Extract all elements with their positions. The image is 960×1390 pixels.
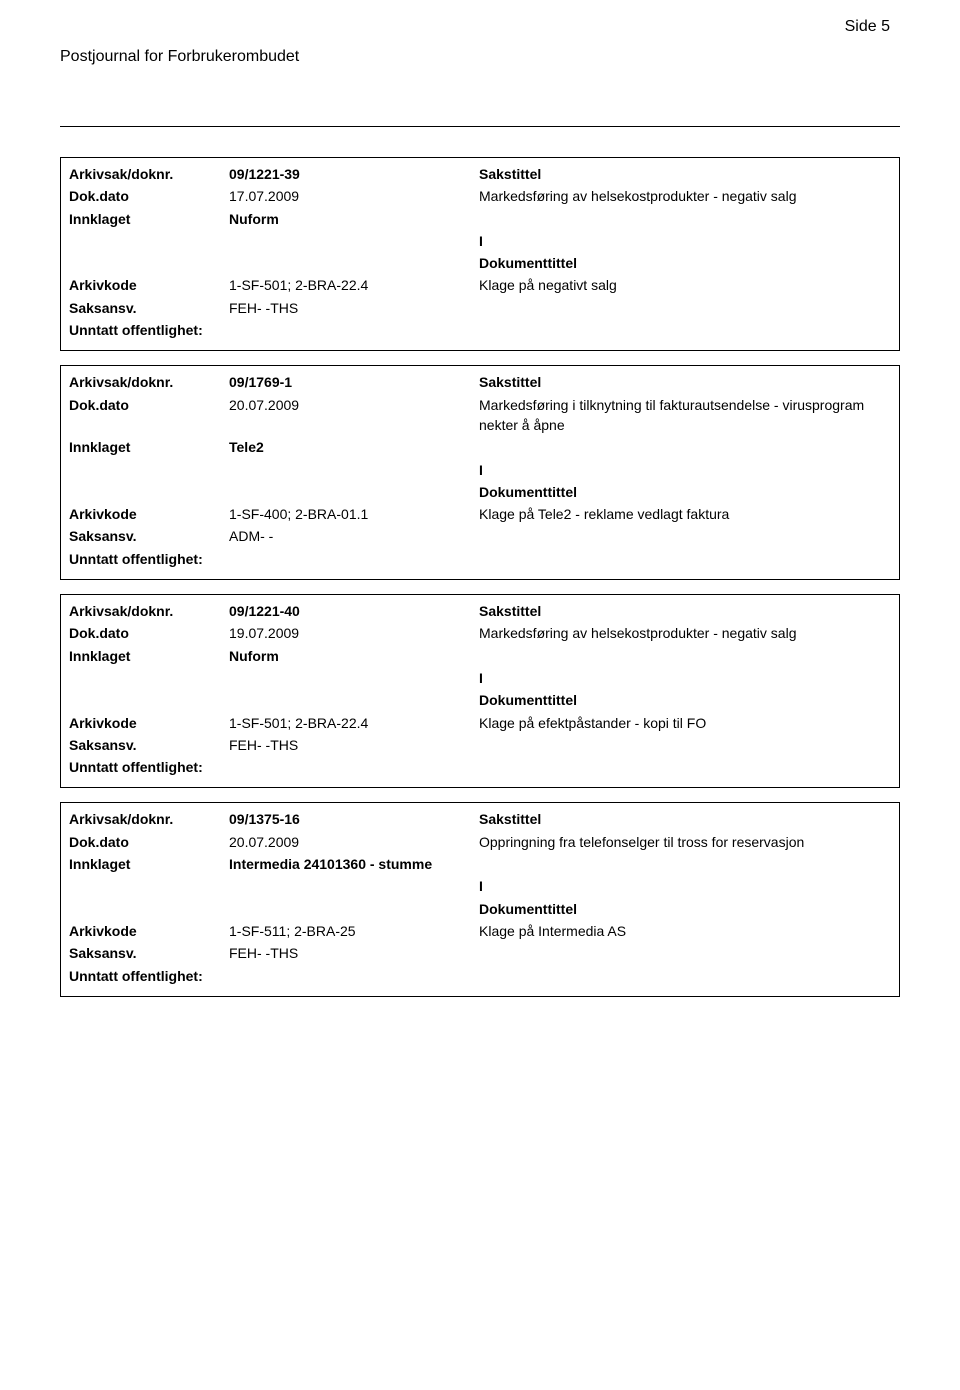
saksansv-value: FEH- -THS	[229, 298, 479, 318]
page-number: Side 5	[845, 18, 890, 36]
dokdato-label: Dok.dato	[69, 623, 229, 643]
arkivkode-value: 1-SF-400; 2-BRA-01.1	[229, 504, 479, 524]
dokumenttittel-value: Klage på Tele2 - reklame vedlagt faktura	[479, 504, 891, 524]
innklaget-value: Nuform	[229, 209, 479, 229]
page-container: Side 5 Postjournal for Forbrukerombudet …	[0, 0, 960, 1051]
entries-list: Arkivsak/doknr.09/1221-39SakstittelDok.d…	[60, 157, 900, 997]
dokumenttittel-label: Dokumenttittel	[479, 253, 891, 273]
dokdato-value: 20.07.2009	[229, 395, 479, 415]
arkivkode-label: Arkivkode	[69, 713, 229, 733]
sakstittel-value: Markedsføring i tilknytning til fakturau…	[479, 395, 891, 436]
saksansv-label: Saksansv.	[69, 735, 229, 755]
io-value: I	[479, 460, 891, 480]
dokumenttittel-value: Klage på efektpåstander - kopi til FO	[479, 713, 891, 733]
innklaget-label: Innklaget	[69, 437, 229, 457]
dokdato-label: Dok.dato	[69, 832, 229, 852]
saksansv-value: FEH- -THS	[229, 735, 479, 755]
saksansv-value: ADM- -	[229, 526, 479, 546]
sakstittel-label: Sakstittel	[479, 164, 891, 184]
sakstittel-label: Sakstittel	[479, 372, 891, 392]
unntatt-label: Unntatt offentlighet:	[69, 966, 203, 986]
unntatt-label: Unntatt offentlighet:	[69, 757, 203, 777]
saksansv-label: Saksansv.	[69, 298, 229, 318]
saksansv-label: Saksansv.	[69, 526, 229, 546]
unntatt-label: Unntatt offentlighet:	[69, 320, 203, 340]
arkivkode-value: 1-SF-501; 2-BRA-22.4	[229, 275, 479, 295]
arkivsak-value: 09/1769-1	[229, 372, 479, 392]
dokumenttittel-label: Dokumenttittel	[479, 690, 891, 710]
journal-entry: Arkivsak/doknr.09/1221-39Sakstittel Dok.d…	[60, 157, 900, 351]
arkivkode-label: Arkivkode	[69, 921, 229, 941]
sakstittel-label: Sakstittel	[479, 809, 891, 829]
journal-entry: Arkivsak/doknr.09/1221-40Sakstittel Dok.d…	[60, 594, 900, 788]
arkivkode-value: 1-SF-501; 2-BRA-22.4	[229, 713, 479, 733]
unntatt-label: Unntatt offentlighet:	[69, 549, 203, 569]
io-value: I	[479, 231, 891, 251]
dokumenttittel-value: Klage på Intermedia AS	[479, 921, 891, 941]
arkivkode-label: Arkivkode	[69, 504, 229, 524]
sakstittel-value: Markedsføring av helsekostprodukter - ne…	[479, 186, 891, 206]
sakstittel-label: Sakstittel	[479, 601, 891, 621]
innklaget-value: Intermedia 24101360 - stumme	[229, 854, 479, 874]
innklaget-label: Innklaget	[69, 646, 229, 666]
dokumenttittel-label: Dokumenttittel	[479, 899, 891, 919]
journal-title: Postjournal for Forbrukerombudet	[60, 48, 900, 66]
innklaget-value: Nuform	[229, 646, 479, 666]
arkivkode-label: Arkivkode	[69, 275, 229, 295]
dokumenttittel-label: Dokumenttittel	[479, 482, 891, 502]
dokdato-value: 20.07.2009	[229, 832, 479, 852]
dokdato-value: 17.07.2009	[229, 186, 479, 206]
saksansv-value: FEH- -THS	[229, 943, 479, 963]
sakstittel-value: Oppringning fra telefonselger til tross …	[479, 832, 891, 852]
title-rule	[60, 126, 900, 127]
innklaget-label: Innklaget	[69, 209, 229, 229]
sakstittel-value: Markedsføring av helsekostprodukter - ne…	[479, 623, 891, 643]
io-value: I	[479, 668, 891, 688]
arkivsak-label: Arkivsak/doknr.	[69, 372, 229, 392]
arkivsak-value: 09/1221-40	[229, 601, 479, 621]
innklaget-value: Tele2	[229, 437, 479, 457]
dokumenttittel-value: Klage på negativt salg	[479, 275, 891, 295]
journal-entry: Arkivsak/doknr.09/1375-16Sakstittel Dok.d…	[60, 802, 900, 996]
arkivsak-label: Arkivsak/doknr.	[69, 601, 229, 621]
journal-entry: Arkivsak/doknr.09/1769-1Sakstittel Dok.da…	[60, 365, 900, 580]
dokdato-value: 19.07.2009	[229, 623, 479, 643]
arkivsak-value: 09/1221-39	[229, 164, 479, 184]
saksansv-label: Saksansv.	[69, 943, 229, 963]
dokdato-label: Dok.dato	[69, 395, 229, 415]
io-value: I	[479, 876, 891, 896]
dokdato-label: Dok.dato	[69, 186, 229, 206]
innklaget-label: Innklaget	[69, 854, 229, 874]
arkivsak-label: Arkivsak/doknr.	[69, 164, 229, 184]
arkivsak-value: 09/1375-16	[229, 809, 479, 829]
arkivkode-value: 1-SF-511; 2-BRA-25	[229, 921, 479, 941]
arkivsak-label: Arkivsak/doknr.	[69, 809, 229, 829]
